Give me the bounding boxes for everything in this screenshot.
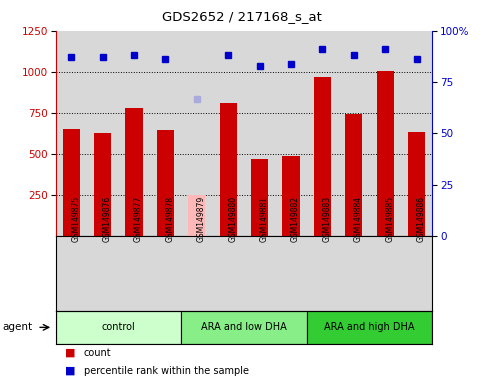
Bar [283,156,299,236]
Bar [314,77,331,236]
Text: percentile rank within the sample: percentile rank within the sample [84,366,249,376]
Text: GSM149886: GSM149886 [416,196,426,242]
Text: GSM149885: GSM149885 [385,196,394,242]
Text: ARA and high DHA: ARA and high DHA [324,322,415,333]
Text: GSM149882: GSM149882 [291,196,300,242]
Bar [126,108,142,236]
Bar [63,129,80,236]
Text: GSM149883: GSM149883 [323,196,331,242]
Text: GSM149877: GSM149877 [134,196,143,242]
Bar [220,103,237,236]
Text: GSM149878: GSM149878 [165,196,174,242]
Bar [408,132,425,236]
Bar [56,311,181,344]
Text: ■: ■ [65,348,76,358]
Text: GSM149880: GSM149880 [228,196,237,242]
Bar [345,114,362,236]
Text: ARA and low DHA: ARA and low DHA [201,322,287,333]
Text: GDS2652 / 217168_s_at: GDS2652 / 217168_s_at [161,10,322,23]
Text: control: control [101,322,135,333]
Text: GSM149875: GSM149875 [71,196,80,242]
Bar [181,311,307,344]
Text: ■: ■ [65,366,76,376]
Text: GSM149879: GSM149879 [197,196,206,242]
Text: GSM149876: GSM149876 [103,196,112,242]
Bar [157,130,174,236]
Bar [94,132,111,236]
Bar [188,195,205,236]
Text: GSM149884: GSM149884 [354,196,363,242]
Text: agent: agent [2,322,32,333]
Text: GSM149881: GSM149881 [260,196,269,242]
Bar [377,71,394,236]
Text: count: count [84,348,111,358]
Bar [251,159,268,236]
Bar [307,311,432,344]
